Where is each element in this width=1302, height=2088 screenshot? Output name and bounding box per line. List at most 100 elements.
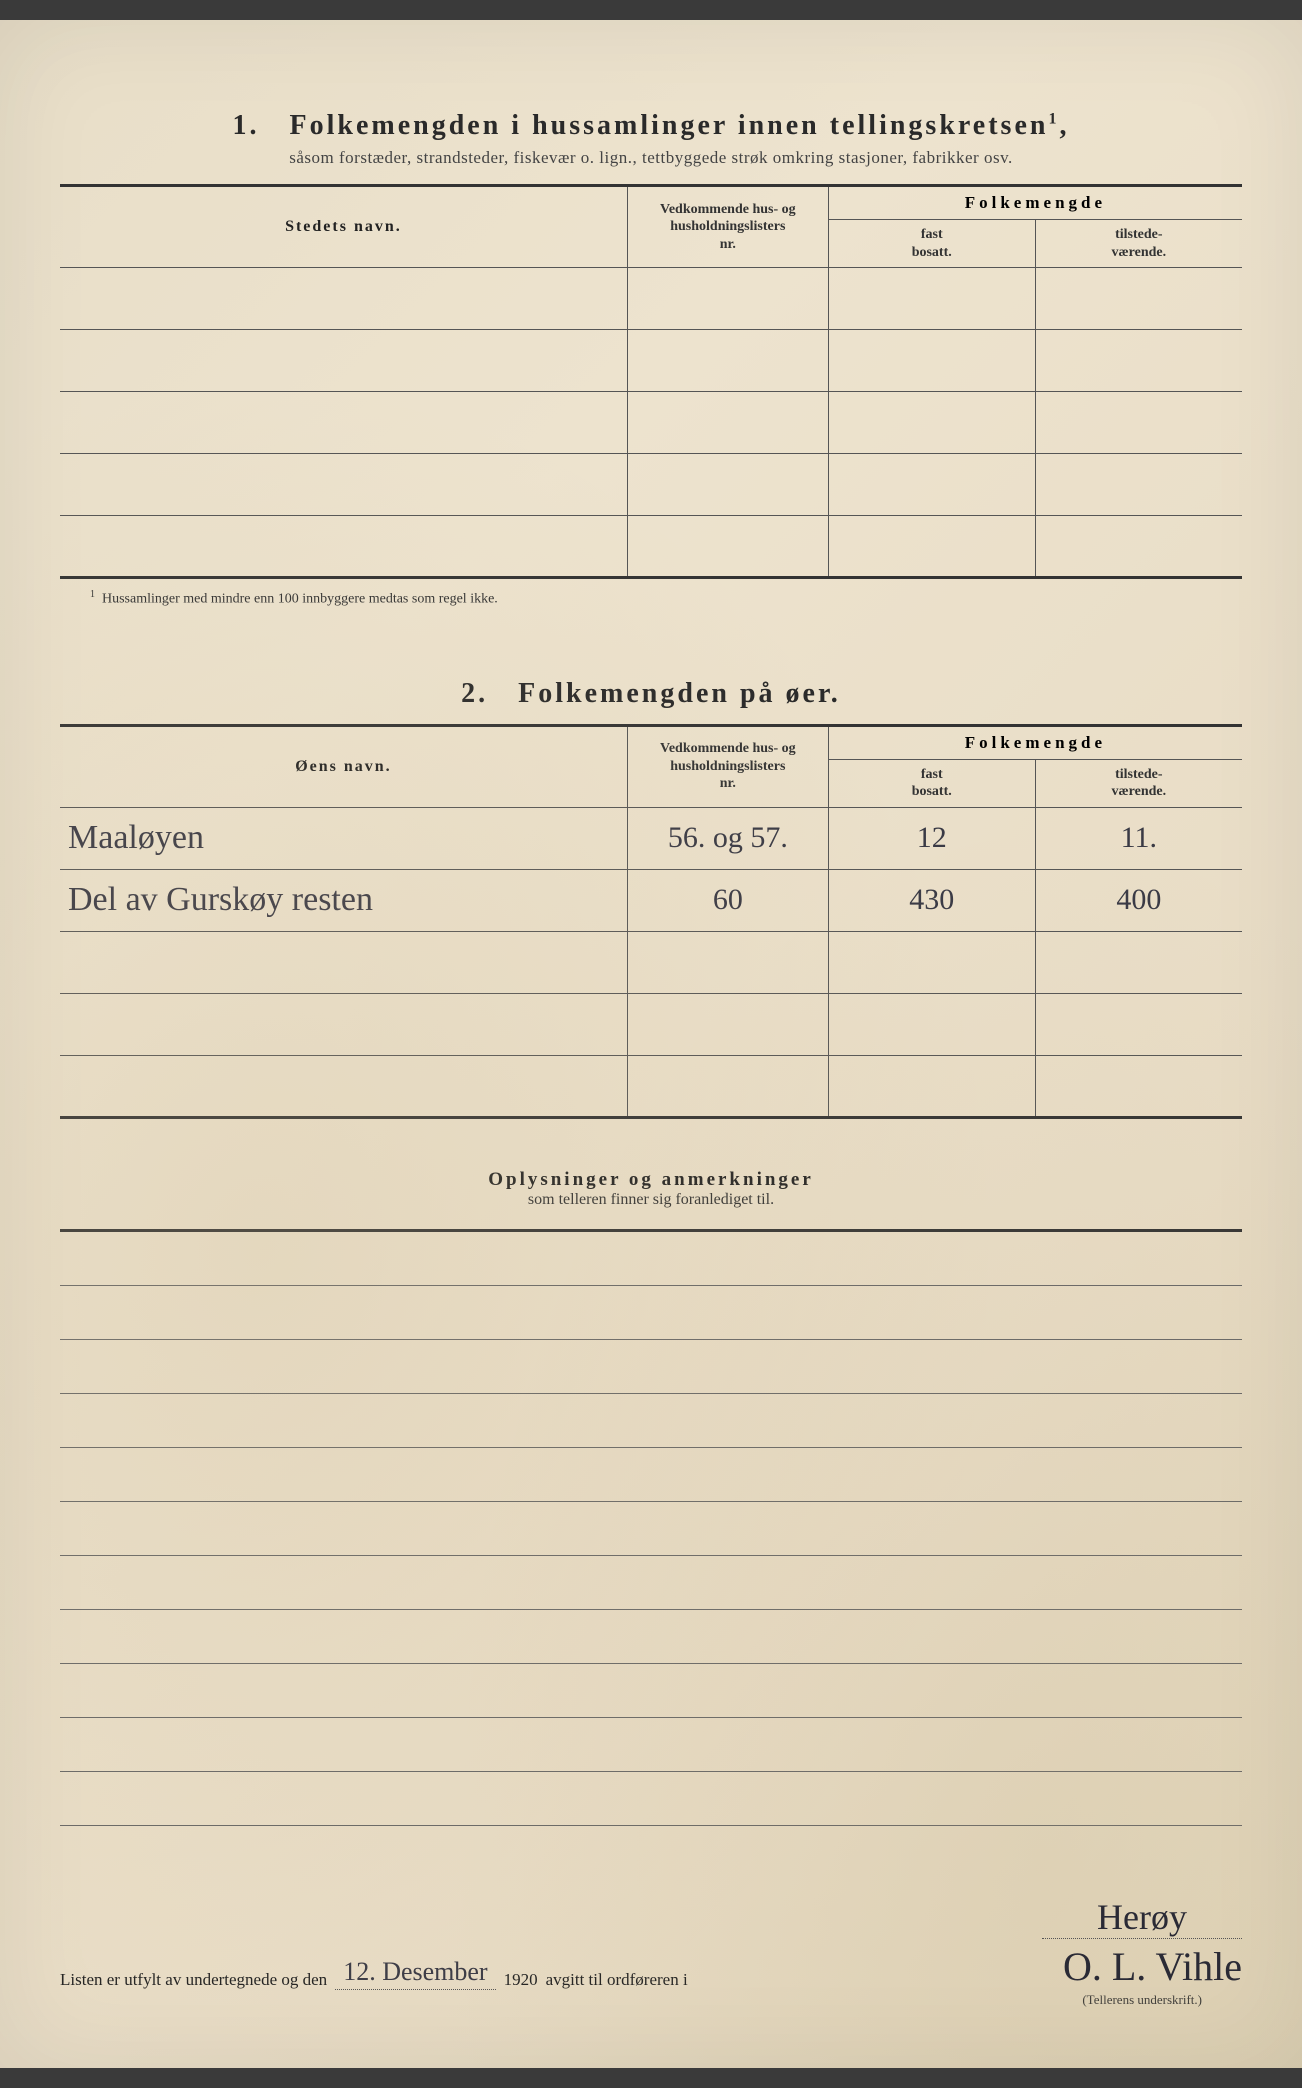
cell-nr (627, 993, 828, 1055)
cell-name (60, 392, 627, 454)
cell-nr (627, 931, 828, 993)
section-3: Oplysninger og anmerkninger som telleren… (60, 1169, 1242, 1826)
th2-til-l2: værende. (1112, 784, 1167, 799)
ruled-line (60, 1232, 1242, 1286)
cell-til (1035, 268, 1242, 330)
table-row (60, 516, 1242, 578)
th2-nr: Vedkommende hus- og husholdningslisters … (627, 725, 828, 807)
section-2: 2. Folkemengden på øer. Øens navn. Vedko… (60, 678, 1242, 1119)
ruled-line (60, 1718, 1242, 1772)
table-row (60, 993, 1242, 1055)
th-fast-l1: fast (921, 227, 943, 242)
section-1: 1. Folkemengden i hussamlinger innen tel… (60, 110, 1242, 608)
table-1: Stedets navn. Vedkommende hus- og hushol… (60, 184, 1242, 579)
section-1-title-sup: 1 (1048, 111, 1059, 128)
ruled-line (60, 1286, 1242, 1340)
footnote-sup: 1 (90, 589, 95, 600)
table-row (60, 330, 1242, 392)
cell-nr (627, 330, 828, 392)
section-2-title-text: Folkemengden på øer. (518, 678, 841, 709)
ruled-line (60, 1664, 1242, 1718)
table-row (60, 931, 1242, 993)
th2-til-l1: tilstede- (1115, 767, 1162, 782)
th2-fast-l1: fast (921, 767, 943, 782)
ruled-line (60, 1610, 1242, 1664)
table-2: Øens navn. Vedkommende hus- og husholdni… (60, 724, 1242, 1119)
cell-til (1035, 931, 1242, 993)
ruled-line (60, 1556, 1242, 1610)
cell-nr (627, 1055, 828, 1117)
section-2-number: 2. (461, 678, 488, 709)
section-1-title: 1. Folkemengden i hussamlinger innen tel… (60, 110, 1242, 142)
cell-nr (627, 516, 828, 578)
cell-name: Maaløyen (60, 807, 627, 869)
sig-caption: (Tellerens underskrift.) (60, 1992, 1242, 2008)
th-fast-l2: bosatt. (912, 245, 952, 260)
table-row (60, 268, 1242, 330)
cell-fast (828, 1055, 1035, 1117)
th-nr-l1: Vedkommende hus- og (660, 202, 796, 217)
th-stedets-navn: Stedets navn. (60, 186, 627, 268)
cell-til (1035, 392, 1242, 454)
th-fast: fast bosatt. (828, 220, 1035, 268)
th-nr-l2: husholdningslisters (670, 219, 785, 234)
ruled-line (60, 1448, 1242, 1502)
ruled-line (60, 1502, 1242, 1556)
table-row (60, 1055, 1242, 1117)
ruled-line (60, 1394, 1242, 1448)
cell-nr (627, 392, 828, 454)
cell-name (60, 330, 627, 392)
th-til-l1: tilstede- (1115, 227, 1162, 242)
table-row: Maaløyen56. og 57.1211. (60, 807, 1242, 869)
th2-fast: fast bosatt. (828, 759, 1035, 807)
cell-fast (828, 392, 1035, 454)
ruled-lines (60, 1229, 1242, 1826)
cell-name (60, 931, 627, 993)
sig-mid: avgitt til ordføreren i (546, 1970, 688, 1990)
th-nr: Vedkommende hus- og husholdningslisters … (627, 186, 828, 268)
cell-til: 11. (1035, 807, 1242, 869)
cell-fast (828, 268, 1035, 330)
section-1-title-text: Folkemengden i hussamlinger innen tellin… (290, 110, 1049, 141)
ruled-line (60, 1772, 1242, 1826)
th2-folkemengde: Folkemengde (828, 725, 1242, 759)
census-form-page: 1. Folkemengden i hussamlinger innen tel… (0, 20, 1302, 2068)
table-row (60, 392, 1242, 454)
cell-fast: 12 (828, 807, 1035, 869)
cell-til (1035, 454, 1242, 516)
cell-fast (828, 330, 1035, 392)
th-folkemengde: Folkemengde (828, 186, 1242, 220)
cell-nr (627, 268, 828, 330)
section-1-number: 1. (233, 110, 260, 141)
cell-name: Del av Gurskøy resten (60, 869, 627, 931)
th2-fast-l2: bosatt. (912, 784, 952, 799)
cell-til (1035, 330, 1242, 392)
th-til-l2: værende. (1112, 245, 1167, 260)
th2-nr-l1: Vedkommende hus- og (660, 741, 796, 756)
cell-name (60, 454, 627, 516)
signature-row: Listen er utfylt av undertegnede og den … (60, 1896, 1242, 1990)
th2-tilstede: tilstede- værende. (1035, 759, 1242, 807)
sig-name-area: Herøy O. L. Vihle (696, 1896, 1242, 1990)
cell-fast (828, 931, 1035, 993)
cell-til: 400 (1035, 869, 1242, 931)
notes-title: Oplysninger og anmerkninger (60, 1169, 1242, 1191)
cell-fast (828, 993, 1035, 1055)
section-1-footnote: 1 Hussamlinger med mindre enn 100 innbyg… (60, 589, 1242, 608)
cell-fast (828, 454, 1035, 516)
cell-til (1035, 1055, 1242, 1117)
cell-name (60, 993, 627, 1055)
th-nr-l3: nr. (720, 237, 736, 252)
cell-name (60, 268, 627, 330)
th2-nr-l3: nr. (720, 776, 736, 791)
cell-name (60, 1055, 627, 1117)
sig-year: 1920 (504, 1970, 538, 1990)
sig-place: Herøy (1042, 1896, 1242, 1939)
cell-fast: 430 (828, 869, 1035, 931)
cell-fast (828, 516, 1035, 578)
cell-til (1035, 993, 1242, 1055)
sig-signature: O. L. Vihle (696, 1943, 1242, 1990)
notes-subtitle: som telleren finner sig foranlediget til… (60, 1191, 1242, 1209)
section-2-title: 2. Folkemengden på øer. (60, 678, 1242, 710)
sig-prefix: Listen er utfylt av undertegnede og den (60, 1970, 327, 1990)
